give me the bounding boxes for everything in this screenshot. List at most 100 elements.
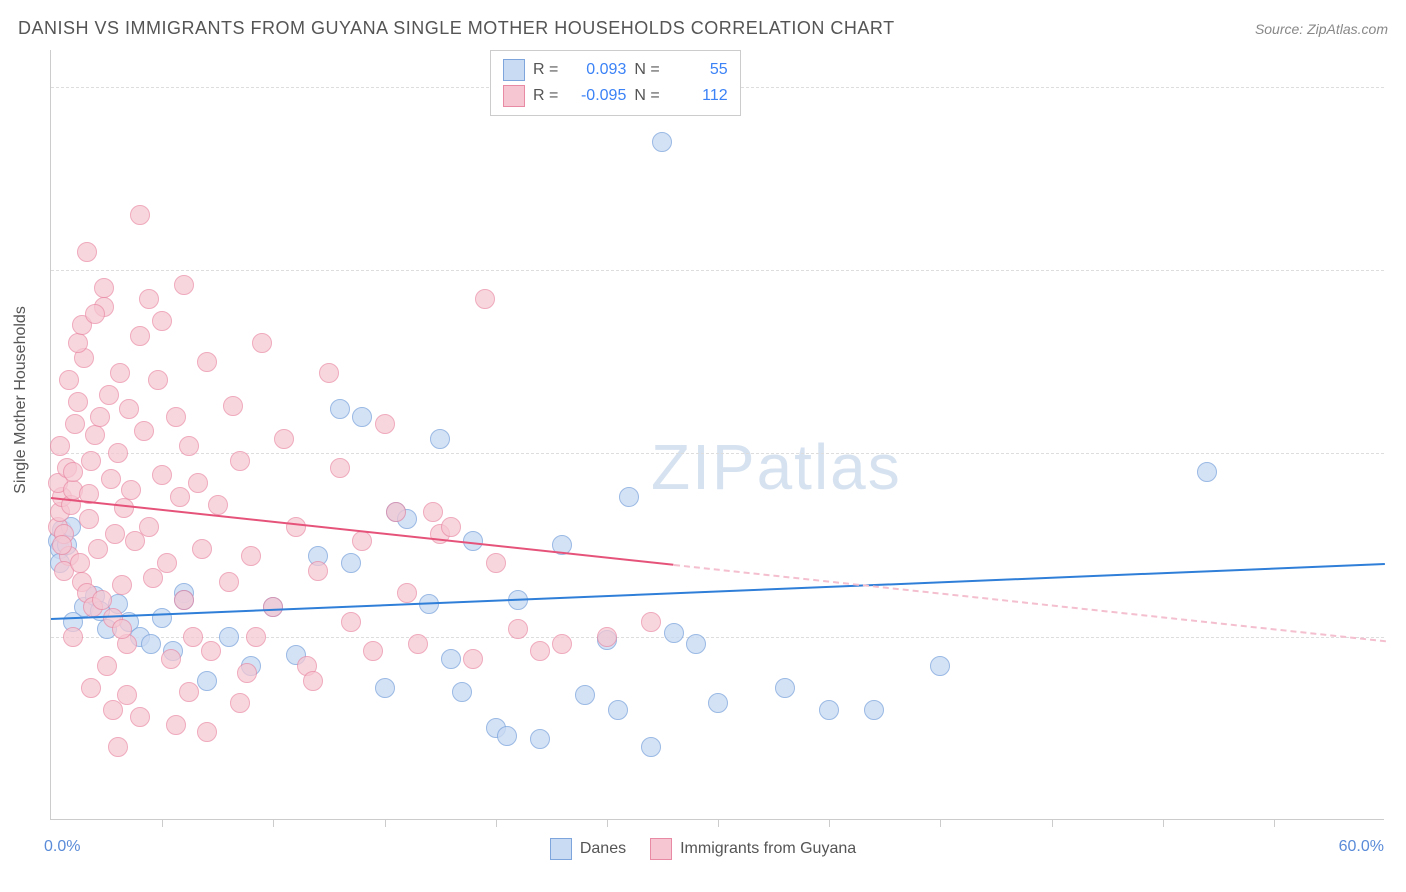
watermark-thin: atlas — [757, 431, 902, 503]
point-guyana — [166, 407, 186, 427]
point-danes — [352, 407, 372, 427]
point-guyana — [219, 572, 239, 592]
point-guyana — [192, 539, 212, 559]
legend-item-guyana: Immigrants from Guyana — [650, 838, 856, 860]
point-guyana — [230, 451, 250, 471]
point-guyana — [641, 612, 661, 632]
point-guyana — [119, 399, 139, 419]
point-guyana — [63, 627, 83, 647]
point-guyana — [99, 385, 119, 405]
r-label: R = — [533, 87, 558, 105]
point-guyana — [174, 590, 194, 610]
point-guyana — [94, 278, 114, 298]
point-danes — [930, 656, 950, 676]
point-guyana — [530, 641, 550, 661]
y-tick-label: 15.0% — [1394, 261, 1406, 279]
point-guyana — [170, 487, 190, 507]
point-guyana — [81, 451, 101, 471]
point-guyana — [263, 597, 283, 617]
point-guyana — [117, 685, 137, 705]
point-guyana — [63, 462, 83, 482]
stats-legend-box: R = 0.093 N = 55 R = -0.095 N = 112 — [490, 50, 741, 116]
x-tick — [162, 819, 163, 827]
point-guyana — [92, 590, 112, 610]
point-guyana — [152, 465, 172, 485]
point-guyana — [50, 436, 70, 456]
point-guyana — [59, 370, 79, 390]
point-guyana — [65, 414, 85, 434]
r-value-guyana: -0.095 — [566, 87, 626, 105]
x-tick — [385, 819, 386, 827]
stats-row-guyana: R = -0.095 N = 112 — [503, 83, 728, 109]
point-guyana — [423, 502, 443, 522]
point-guyana — [134, 421, 154, 441]
point-danes — [686, 634, 706, 654]
point-guyana — [363, 641, 383, 661]
point-guyana — [341, 612, 361, 632]
point-danes — [641, 737, 661, 757]
point-danes — [219, 627, 239, 647]
point-guyana — [112, 619, 132, 639]
point-danes — [708, 693, 728, 713]
point-guyana — [166, 715, 186, 735]
point-guyana — [486, 553, 506, 573]
point-danes — [619, 487, 639, 507]
n-value-guyana: 112 — [668, 87, 728, 105]
source-attribution: Source: ZipAtlas.com — [1255, 21, 1388, 37]
point-guyana — [108, 443, 128, 463]
point-guyana — [397, 583, 417, 603]
y-tick-label: 20.0% — [1394, 78, 1406, 96]
point-danes — [575, 685, 595, 705]
point-danes — [152, 608, 172, 628]
point-guyana — [157, 553, 177, 573]
y-axis-label: Single Mother Households — [12, 306, 30, 494]
point-danes — [864, 700, 884, 720]
point-danes — [530, 729, 550, 749]
x-tick — [1052, 819, 1053, 827]
point-guyana — [352, 531, 372, 551]
point-guyana — [463, 649, 483, 669]
x-tick — [273, 819, 274, 827]
point-guyana — [108, 737, 128, 757]
point-danes — [664, 623, 684, 643]
x-tick — [496, 819, 497, 827]
point-danes — [375, 678, 395, 698]
point-guyana — [68, 333, 88, 353]
point-danes — [608, 700, 628, 720]
point-danes — [452, 682, 472, 702]
point-guyana — [303, 671, 323, 691]
point-guyana — [97, 656, 117, 676]
point-guyana — [237, 663, 257, 683]
legend-item-danes: Danes — [550, 838, 626, 860]
legend-label-danes: Danes — [580, 840, 626, 858]
point-danes — [819, 700, 839, 720]
point-guyana — [179, 682, 199, 702]
point-guyana — [114, 498, 134, 518]
trend-extension — [673, 564, 1385, 642]
point-guyana — [274, 429, 294, 449]
point-guyana — [408, 634, 428, 654]
legend-label-guyana: Immigrants from Guyana — [680, 840, 856, 858]
point-guyana — [552, 634, 572, 654]
point-guyana — [139, 289, 159, 309]
point-danes — [141, 634, 161, 654]
point-guyana — [475, 289, 495, 309]
x-tick — [607, 819, 608, 827]
x-tick — [1163, 819, 1164, 827]
point-danes — [441, 649, 461, 669]
point-guyana — [52, 535, 72, 555]
point-guyana — [183, 627, 203, 647]
point-danes — [341, 553, 361, 573]
point-guyana — [121, 480, 141, 500]
point-guyana — [85, 304, 105, 324]
point-guyana — [319, 363, 339, 383]
point-guyana — [197, 352, 217, 372]
point-guyana — [230, 693, 250, 713]
point-guyana — [174, 275, 194, 295]
point-guyana — [386, 502, 406, 522]
x-tick — [829, 819, 830, 827]
stats-row-danes: R = 0.093 N = 55 — [503, 57, 728, 83]
point-danes — [652, 132, 672, 152]
point-guyana — [188, 473, 208, 493]
point-guyana — [130, 707, 150, 727]
